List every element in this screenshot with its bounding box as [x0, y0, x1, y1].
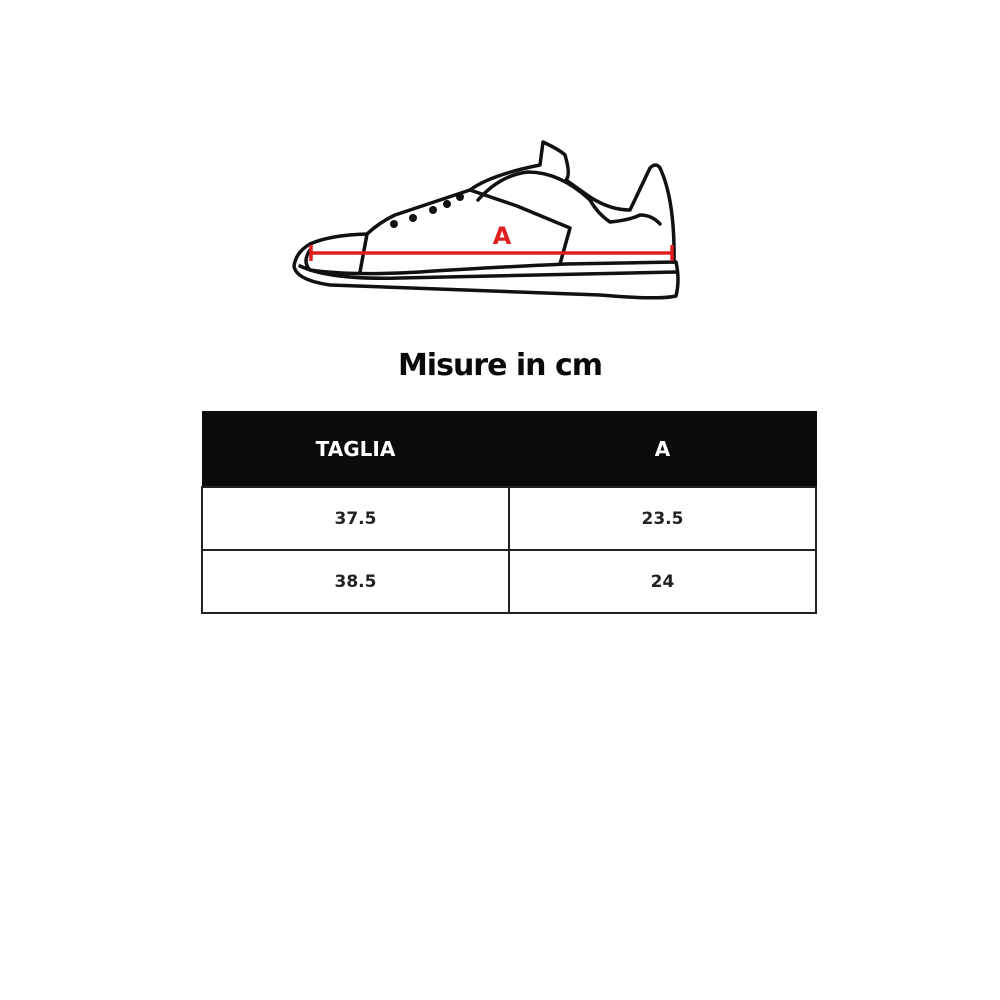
shoe-upper [308, 188, 572, 266]
measure-line-a [309, 245, 674, 261]
shoe-midsole-line [298, 264, 678, 280]
table-row: 38.5 24 [201, 549, 817, 614]
cell-a: 24 [508, 549, 817, 614]
shoe-tongue [468, 140, 676, 264]
table-header-row: TAGLIA A [201, 411, 817, 488]
measure-label-a: A [493, 222, 512, 250]
lace-holes [390, 193, 464, 228]
cell-taglia: 38.5 [201, 549, 510, 614]
cell-taglia: 37.5 [201, 486, 510, 551]
page-title: Misure in cm [397, 348, 603, 383]
table-row: 37.5 23.5 [201, 486, 817, 551]
shoe-illustration: A [292, 140, 680, 300]
header-taglia: TAGLIA [201, 411, 510, 488]
header-a: A [508, 411, 817, 488]
shoe-collar [476, 170, 662, 226]
cell-a: 23.5 [508, 486, 817, 551]
size-table: TAGLIA A 37.5 23.5 38.5 24 [201, 411, 817, 614]
shoe-sole [292, 242, 680, 300]
